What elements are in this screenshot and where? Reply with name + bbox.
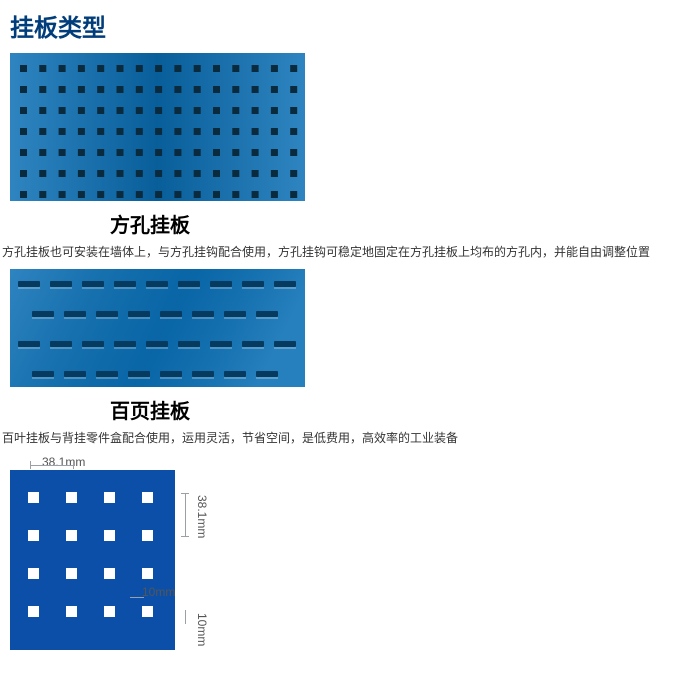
dim-pitch-v-label: 38.1mm: [195, 495, 209, 538]
dim-arrow: [130, 597, 144, 598]
dim-arrow: [181, 493, 189, 494]
dim-arrow: [30, 465, 74, 466]
dim-arrow: [185, 493, 186, 537]
dim-pitch-h-label: 38.1mm: [42, 455, 85, 469]
louver-board-image: [10, 269, 305, 387]
section1-desc: 方孔挂板也可安装在墙体上，与方孔挂钩配合使用，方孔挂钩可稳定地固定在方孔挂板上均…: [0, 244, 686, 269]
dim-arrow: [181, 536, 189, 537]
section2-desc: 百叶挂板与背挂零件盒配合使用，运用灵活，节省空间，是低费用，高效率的工业装备: [0, 430, 686, 455]
dim-hole-h-label: 10mm: [142, 585, 175, 599]
page-title: 挂板类型: [0, 0, 686, 53]
dim-arrow: [73, 461, 74, 469]
dim-hole-v-label: 10mm: [195, 613, 209, 646]
dimension-diagram: 38.1mm 38.1mm 10mm 10mm: [10, 455, 290, 675]
square-hole-board-image: [10, 53, 305, 201]
dim-arrow: [30, 461, 31, 469]
section1-title: 方孔挂板: [0, 201, 686, 244]
section2-title: 百页挂板: [0, 387, 686, 430]
diagram-board: [10, 470, 175, 650]
dim-arrow: [185, 610, 186, 624]
